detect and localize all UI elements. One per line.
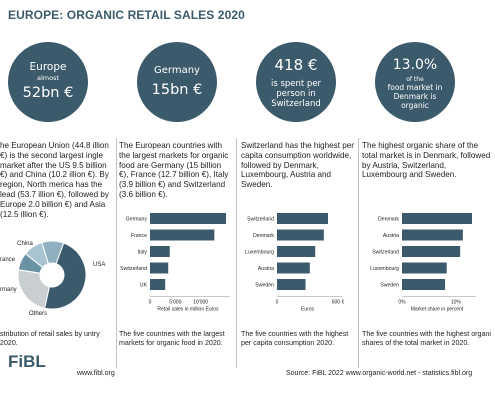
bar-category-label: Luxembourg — [245, 250, 274, 256]
bar — [150, 229, 215, 241]
page-title: EUROPE: ORGANIC RETAIL SALES 2020 — [8, 8, 245, 22]
column-divider — [236, 138, 237, 368]
bar — [277, 279, 306, 290]
circle-label: person in — [276, 89, 316, 99]
europe-caption: stribution of retail sales by untry 2020… — [0, 330, 100, 347]
circle-label: organic — [401, 101, 429, 110]
bar — [277, 262, 310, 274]
bar — [402, 279, 446, 290]
bar — [150, 246, 170, 257]
switzerland-circle: 418 € is spent per person in Switzerland — [256, 42, 336, 122]
europe-text: he European Union (44.8 illion €) is the… — [0, 141, 109, 219]
circle-value: 52bn € — [22, 85, 74, 101]
bar-category-label: Sweden — [380, 283, 399, 289]
bar — [150, 213, 226, 224]
switzerland-text: Switzerland has the highest per capita c… — [241, 141, 354, 190]
pie-label: rmany — [0, 287, 17, 293]
bar — [150, 262, 169, 274]
bar-category-label: Italy — [137, 250, 147, 256]
bar — [402, 213, 472, 224]
bar-category-label: UK — [140, 283, 148, 289]
circle-sublabel: almost — [36, 74, 60, 82]
germany-bar-chart: Germany France Italy Switzerland UK 0 5'000 10'… — [120, 213, 230, 313]
pie-slice — [17, 269, 50, 309]
germany-text: The European countries with the largest … — [119, 141, 229, 199]
x-tick-label: 500 € — [332, 300, 345, 306]
pie-label: rance — [0, 257, 16, 263]
pie-label: USA — [93, 262, 105, 268]
source-text: Source: FiBL 2022 www.organic-world.net … — [286, 370, 473, 377]
x-axis-label: Retail sales in million Euros — [157, 307, 219, 313]
bar — [277, 213, 328, 224]
x-tick-label: 0 — [149, 300, 152, 306]
x-axis-label: Market share in percent — [411, 307, 464, 313]
denmark-caption: The five countries with the highest orga… — [362, 330, 491, 347]
bar-category-label: Austria — [258, 266, 274, 272]
circle-label: Europe — [29, 61, 67, 73]
bar-category-label: Sweden — [255, 283, 274, 289]
bar — [277, 229, 324, 241]
column-divider — [116, 138, 117, 368]
bar — [277, 246, 316, 257]
denmark-text: The highest organic share of the total m… — [362, 141, 491, 180]
bar-category-label: Denmark — [253, 233, 274, 239]
denmark-bar-chart: Denmark Austria Switzerland Luxembourg Swede… — [370, 213, 476, 313]
bar — [402, 229, 463, 241]
fibl-logo: FiBL — [8, 352, 46, 371]
switzerland-bar-chart: Switzerland Denmark Luxembourg Austria Swede… — [245, 213, 344, 313]
bar-category-label: France — [131, 233, 147, 239]
circle-value: 13.0% — [392, 57, 438, 73]
bar — [402, 262, 447, 274]
circle-label: Germany — [154, 65, 200, 76]
bar — [150, 279, 166, 290]
x-tick-label: 10% — [451, 300, 462, 306]
circle-label: Denmark is — [393, 92, 437, 101]
circle-value: 15bn € — [151, 82, 203, 98]
x-tick-label: 0% — [398, 300, 406, 306]
x-tick-label: 10'000 — [193, 300, 208, 306]
fibl-url-link[interactable]: www.fibl.org — [77, 370, 115, 377]
circle-value: 418 € — [274, 56, 318, 74]
pie-slice — [41, 240, 65, 265]
circle-label: is spent per — [270, 79, 322, 89]
pie-chart: USA Others rmany rance China — [0, 240, 105, 317]
denmark-circle: 13.0% of the food market in Denmark is o… — [375, 42, 455, 122]
pie-label: China — [17, 241, 33, 247]
circle-label: of the — [406, 76, 424, 83]
pie-label: Others — [29, 311, 47, 317]
switzerland-caption: The five countries with the highest per … — [241, 330, 349, 347]
bar-category-label: Germany — [126, 217, 148, 223]
pie-slice — [44, 242, 87, 310]
x-tick-label: 0 — [276, 300, 279, 306]
bar-category-label: Luxembourg — [370, 266, 399, 272]
column-divider — [358, 138, 359, 368]
germany-circle: Germany 15bn € — [137, 42, 217, 122]
circle-label: food market in — [387, 83, 443, 92]
bar-category-label: Switzerland — [120, 266, 147, 272]
europe-circle: Europe almost 52bn € — [8, 42, 88, 122]
circle-label: Switzerland — [271, 99, 321, 109]
bar — [402, 246, 461, 257]
germany-caption: The five countries with the largest mark… — [119, 330, 225, 347]
x-axis-label: Euros — [301, 307, 315, 313]
bar-category-label: Switzerland — [247, 217, 274, 223]
bar-category-label: Austria — [383, 233, 399, 239]
bar-category-label: Denmark — [378, 217, 399, 223]
bar-category-label: Switzerland — [372, 250, 399, 256]
x-tick-label: 5'000 — [169, 300, 181, 306]
